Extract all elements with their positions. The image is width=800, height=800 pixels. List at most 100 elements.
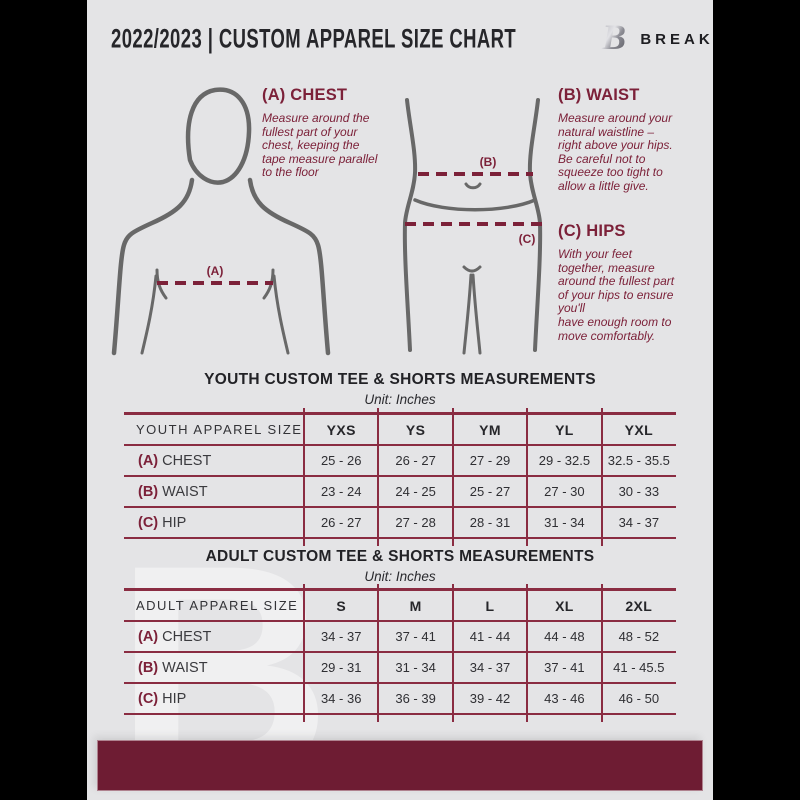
waist-instructions: (B) WAIST Measure around your natural wa… xyxy=(558,86,708,194)
table-cell: 39 - 42 xyxy=(469,691,511,706)
column-divider xyxy=(601,584,603,722)
table-cell: 48 - 52 xyxy=(618,629,660,644)
brand-name: BREAKAWAY xyxy=(640,30,713,48)
size-header: YM xyxy=(479,421,501,438)
page-header: 2022/2023 | CUSTOM APPAREL SIZE CHART B xyxy=(87,16,713,62)
left-side-outline xyxy=(402,98,418,352)
upper-body-figure: (A) xyxy=(111,87,331,356)
breakaway-logo-icon: B xyxy=(592,16,631,63)
size-header: XL xyxy=(555,597,574,614)
column-divider xyxy=(377,408,379,546)
footer-accent-bar xyxy=(97,740,703,791)
right-armpit xyxy=(262,268,275,300)
chest-heading: (A) CHEST xyxy=(262,86,348,104)
table-cell: 28 - 31 xyxy=(469,515,511,530)
table-cell: 27 - 28 xyxy=(395,515,436,530)
hips-body-text: With your feet together, measure around … xyxy=(558,247,675,343)
column-divider xyxy=(526,408,528,546)
table-cell: 31 - 34 xyxy=(544,515,585,530)
row-measure-name: HIP xyxy=(162,690,187,707)
row-label: (C) HIP xyxy=(124,691,304,707)
table-cell: 36 - 39 xyxy=(395,691,436,706)
adult-table-unit: Unit: Inches xyxy=(364,569,436,584)
left-inner-leg xyxy=(462,273,473,355)
table-cell: 43 - 46 xyxy=(544,691,585,706)
size-chart-page: B 2022/2023 | CUSTOM APPAREL SIZE CHART … xyxy=(87,0,713,800)
table-cell: 25 - 27 xyxy=(469,484,511,499)
size-header: L xyxy=(485,597,495,614)
table-cell: 32.5 - 35.5 xyxy=(607,453,670,468)
table-cell: 25 - 26 xyxy=(320,453,362,468)
row-measure-name: WAIST xyxy=(162,483,208,500)
table-cell: 41 - 44 xyxy=(469,629,511,644)
youth-table-unit: Unit: Inches xyxy=(364,392,436,407)
row-measure-name: WAIST xyxy=(162,659,208,676)
navel-mark xyxy=(464,182,482,190)
table-cell: 31 - 34 xyxy=(395,660,436,675)
table-cell: 27 - 29 xyxy=(469,453,511,468)
column-divider xyxy=(601,408,603,546)
right-shoulder-arm xyxy=(247,177,331,356)
adult-table-title: ADULT CUSTOM TEE & SHORTS MEASUREMENTS xyxy=(205,548,595,565)
hips-heading: (C) HIPS xyxy=(558,222,626,240)
table-cell: 34 - 37 xyxy=(469,660,511,675)
table-cell: 37 - 41 xyxy=(395,629,436,644)
chest-body-text: Measure around the fullest part of your … xyxy=(262,111,378,180)
lower-body-figure: (B) (C) xyxy=(402,98,543,355)
table-cell: 46 - 50 xyxy=(618,691,660,706)
size-header: YXS xyxy=(326,421,356,438)
right-inner-leg xyxy=(471,273,482,355)
table-cell: 30 - 33 xyxy=(618,484,660,499)
column-divider xyxy=(526,584,528,722)
youth-size-column-header: YOUTH APPAREL SIZE xyxy=(136,422,303,437)
table-row: (A) CHEST 25 - 26 26 - 27 27 - 29 29 - 3… xyxy=(124,446,676,477)
size-header: S xyxy=(336,597,347,614)
size-header: YXL xyxy=(624,421,654,438)
table-cell: 26 - 27 xyxy=(320,515,362,530)
chest-instructions: (A) CHEST Measure around the fullest par… xyxy=(262,86,424,180)
row-measure-name: HIP xyxy=(162,514,187,531)
table-cell: 34 - 37 xyxy=(320,629,362,644)
page-title: 2022/2023 | CUSTOM APPAREL SIZE CHART xyxy=(111,23,517,54)
youth-section-title: YOUTH CUSTOM TEE & SHORTS MEASUREMENTS U… xyxy=(87,371,713,407)
table-row: (C) HIP 26 - 27 27 - 28 28 - 31 31 - 34 … xyxy=(124,508,676,539)
left-shoulder-arm xyxy=(111,177,195,356)
row-label: (A) CHEST xyxy=(124,629,304,645)
row-label: (C) HIP xyxy=(124,515,304,531)
table-row: (C) HIP 34 - 36 36 - 39 39 - 42 43 - 46 … xyxy=(124,684,676,715)
size-header: YS xyxy=(405,421,426,438)
size-header: YL xyxy=(555,421,574,438)
table-cell: 24 - 25 xyxy=(395,484,436,499)
head-outline xyxy=(185,87,252,185)
table-cell: 27 - 30 xyxy=(544,484,585,499)
table-cell: 41 - 45.5 xyxy=(613,660,665,675)
table-cell: 34 - 36 xyxy=(320,691,362,706)
hip-curve xyxy=(413,198,537,212)
chest-line-label: (A) xyxy=(207,264,224,278)
table-cell: 23 - 24 xyxy=(320,484,362,499)
brand-lockup: B BREAKAWAY xyxy=(592,16,713,63)
row-label: (A) CHEST xyxy=(124,453,304,469)
column-divider xyxy=(303,584,305,722)
row-key: (B) xyxy=(138,659,159,676)
table-cell: 26 - 27 xyxy=(395,453,436,468)
table-row: (B) WAIST 23 - 24 24 - 25 25 - 27 27 - 3… xyxy=(124,477,676,508)
row-key: (C) xyxy=(138,514,159,531)
adult-size-column-header: ADULT APPAREL SIZE xyxy=(136,598,299,613)
youth-size-table: YOUTH APPAREL SIZE YXS YS YM YL YXL (A) … xyxy=(124,408,676,546)
row-key: (A) xyxy=(138,452,159,469)
column-divider xyxy=(452,584,454,722)
table-cell: 44 - 48 xyxy=(544,629,585,644)
row-key: (B) xyxy=(138,483,159,500)
waist-body-text: Measure around your natural waistline – … xyxy=(558,111,673,193)
table-cell: 34 - 37 xyxy=(618,515,660,530)
hips-instructions: (C) HIPS With your feet together, measur… xyxy=(558,222,708,343)
adult-section-title: ADULT CUSTOM TEE & SHORTS MEASUREMENTS U… xyxy=(87,548,713,584)
row-label: (B) WAIST xyxy=(124,660,304,676)
column-divider xyxy=(452,408,454,546)
column-divider xyxy=(377,584,379,722)
left-inner-arm xyxy=(140,274,158,355)
size-header: 2XL xyxy=(625,597,653,614)
row-measure-name: CHEST xyxy=(162,628,212,645)
left-black-margin xyxy=(0,0,87,800)
